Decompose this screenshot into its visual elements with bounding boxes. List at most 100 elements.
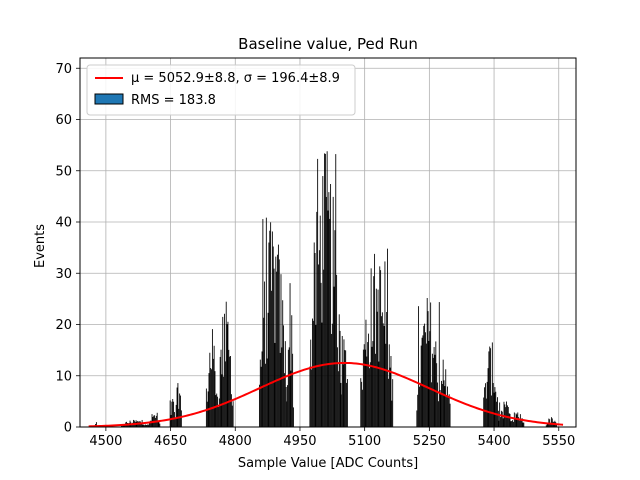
- histogram-bar: [208, 373, 210, 427]
- histogram-bar: [429, 331, 431, 427]
- histogram-bar: [147, 424, 149, 427]
- histogram-bar: [285, 386, 287, 427]
- histogram-bar: [444, 386, 446, 427]
- y-tick-label: 60: [55, 113, 72, 128]
- histogram-bar: [218, 407, 219, 427]
- histogram-bar: [446, 397, 448, 427]
- histogram-bar: [221, 374, 223, 427]
- histogram-bar: [380, 270, 382, 427]
- histogram-bar: [269, 230, 271, 427]
- histogram-bar: [146, 424, 148, 427]
- histogram-bar: [169, 400, 171, 427]
- histogram-bar: [318, 250, 320, 427]
- gaussian-fit: [88, 361, 564, 428]
- histogram-bar: [229, 356, 231, 427]
- histogram-bar: [522, 422, 524, 427]
- histogram-bar: [329, 218, 331, 427]
- histogram-bar: [278, 259, 280, 427]
- histogram-bar: [389, 367, 391, 427]
- x-tick-label: 4800: [219, 434, 252, 449]
- histogram-bar: [328, 192, 330, 427]
- histogram-bar: [510, 421, 512, 427]
- histogram-bar: [372, 341, 374, 427]
- histogram-bar: [211, 329, 213, 427]
- histogram-bar: [325, 196, 327, 427]
- histogram-bar: [376, 311, 378, 427]
- histogram-bar: [330, 184, 332, 427]
- histogram-bar: [343, 339, 345, 427]
- histogram-bar: [312, 318, 313, 427]
- histogram-bar: [231, 405, 233, 427]
- histogram-bar: [270, 222, 272, 427]
- histogram-bar: [333, 286, 335, 427]
- histogram-bar: [421, 337, 423, 427]
- histogram-bar: [422, 335, 424, 427]
- y-tick-label: 70: [55, 62, 72, 77]
- histogram-bar: [225, 301, 227, 427]
- histogram-bar: [159, 423, 161, 427]
- histogram-bar: [373, 276, 375, 427]
- histogram-bar: [277, 254, 278, 427]
- histogram-bar: [497, 410, 499, 427]
- histogram-bar: [519, 420, 520, 427]
- histogram-bar: [264, 281, 266, 427]
- histogram-bar: [323, 269, 325, 427]
- histogram-bar: [214, 371, 216, 427]
- histogram-bar: [513, 412, 515, 427]
- histogram-bar: [437, 382, 438, 427]
- x-tick-label: 4500: [89, 434, 122, 449]
- x-tick-label: 5250: [413, 434, 446, 449]
- histogram-bar: [384, 261, 386, 427]
- histogram-bar: [508, 413, 510, 427]
- histogram-bar: [274, 342, 276, 427]
- histogram-bar: [364, 349, 366, 427]
- histogram-bar: [143, 424, 145, 427]
- chart-title: Baseline value, Ped Run: [238, 35, 418, 53]
- histogram-bar: [149, 420, 151, 427]
- histogram-bar: [556, 424, 558, 427]
- histogram-bar: [337, 371, 339, 427]
- histogram-bar: [289, 283, 291, 427]
- histogram-bar: [142, 424, 144, 427]
- histogram-bar: [337, 347, 338, 427]
- legend-rms-swatch: [94, 93, 124, 105]
- histogram-bar: [287, 385, 288, 427]
- histogram-bar: [514, 418, 516, 427]
- histogram-bar: [433, 347, 435, 427]
- histogram-bar: [362, 349, 364, 427]
- histogram-bar: [158, 420, 160, 427]
- histogram-bar: [500, 417, 501, 427]
- y-tick-label: 10: [55, 369, 72, 384]
- histogram-bar: [220, 349, 222, 427]
- histogram-bar: [438, 302, 440, 427]
- histogram-bar: [266, 358, 268, 427]
- histogram-bar: [443, 380, 445, 427]
- histogram-bar: [424, 323, 426, 427]
- histogram-bar: [367, 342, 369, 427]
- histogram-bar: [174, 412, 175, 427]
- histogram-bar: [292, 353, 294, 427]
- histogram-bar: [122, 424, 124, 427]
- histogram-bar: [319, 215, 321, 427]
- histogram-bar: [280, 274, 282, 427]
- histogram-bar: [366, 356, 368, 427]
- axis-ticks: 4500 4650 4800 4950 5100 5250 5400 5550 0 10 20 30 4…: [55, 62, 575, 449]
- histogram-bar: [523, 422, 525, 427]
- histogram-bar: [124, 424, 126, 427]
- histogram-bar: [145, 424, 147, 427]
- histogram-bar: [486, 381, 488, 427]
- histogram-bar: [521, 418, 523, 427]
- histogram-bar: [428, 340, 430, 427]
- histogram-bar: [259, 359, 261, 427]
- histogram-bar: [426, 298, 428, 427]
- histogram-bar: [485, 398, 487, 427]
- histogram-bar: [209, 352, 211, 427]
- histogram-bar: [513, 421, 514, 427]
- histogram-bar: [175, 404, 177, 427]
- histogram-bar: [440, 393, 442, 427]
- histogram-bar: [346, 382, 347, 427]
- histogram-bar: [509, 413, 511, 427]
- histogram-bar: [170, 414, 172, 427]
- histogram-bar: [484, 383, 486, 427]
- histogram-bar: [378, 361, 380, 427]
